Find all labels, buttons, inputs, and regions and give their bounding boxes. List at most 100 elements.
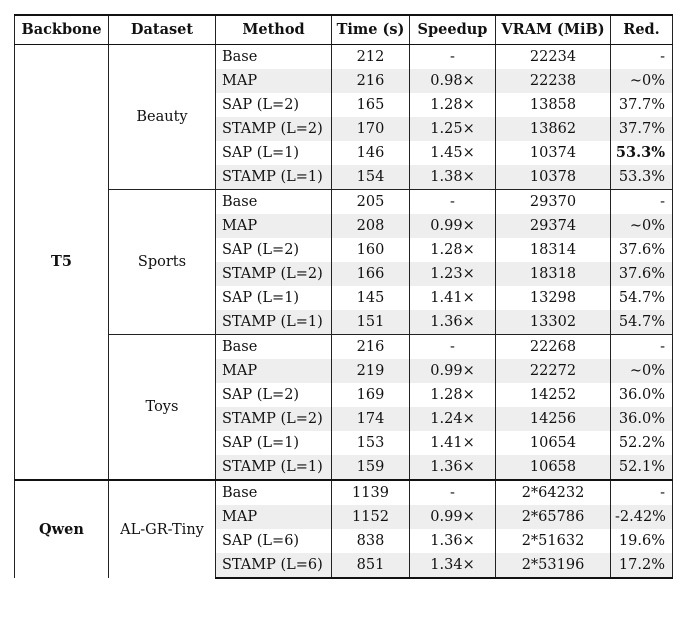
table-row: MAP 216 0.98× 22238 ~0% — [15, 69, 673, 93]
reduction-cell: 53.3% — [610, 165, 673, 190]
table-row: STAMP (L=2) 170 1.25× 13862 37.7% — [15, 117, 673, 141]
method-cell: SAP (L=1) — [215, 286, 332, 310]
reduction-cell: ~0% — [610, 214, 673, 238]
reduction-cell: - — [610, 479, 673, 505]
header-backbone: Backbone — [14, 14, 109, 45]
table-row: STAMP (L=6) 851 1.34× 2*53196 17.2% — [15, 553, 673, 579]
speedup-cell: 0.99× — [409, 359, 496, 383]
method-cell: SAP (L=6) — [215, 529, 332, 553]
speedup-cell: 1.23× — [409, 262, 496, 286]
reduction-cell: 36.0% — [610, 407, 673, 431]
header-speedup: Speedup — [409, 14, 496, 45]
time-cell: 838 — [331, 529, 410, 553]
time-cell: 219 — [331, 359, 410, 383]
vram-cell: 18314 — [495, 238, 611, 262]
reduction-cell: 36.0% — [610, 383, 673, 407]
header-vram: VRAM (MiB) — [495, 14, 611, 45]
speedup-cell: 1.24× — [409, 407, 496, 431]
table-body: T5 Beauty Base 212-22234- MAP 216 0.98× 22238 ~0… — [14, 44, 673, 579]
reduction-cell: 53.3% — [610, 141, 673, 165]
reduction-cell: -2.42% — [610, 505, 673, 529]
table-row: MAP 208 0.99× 29374 ~0% — [15, 214, 673, 238]
table-row: Qwen AL-GR-Tiny Base 1139-2*64232- — [14, 479, 673, 578]
reduction-cell: 37.6% — [610, 262, 673, 286]
backbone-cell: Qwen — [14, 479, 109, 578]
method-cell: STAMP (L=1) — [215, 165, 332, 190]
vram-cell: 13298 — [495, 286, 611, 310]
vram-cell: 10658 — [495, 455, 611, 480]
vram-cell: 13302 — [495, 310, 611, 335]
speedup-cell: 1.41× — [409, 286, 496, 310]
vram-cell: 22272 — [495, 359, 611, 383]
time-cell: 165 — [331, 93, 410, 117]
reduction-cell: ~0% — [610, 69, 673, 93]
method-cell: STAMP (L=2) — [215, 262, 332, 286]
method-cell: Base — [215, 334, 332, 359]
table-row: MAP 1152 0.99× 2*65786 -2.42% — [15, 505, 673, 529]
dataset-cell: Toys — [108, 334, 216, 480]
header-reduction: Red. — [610, 14, 673, 45]
speedup-cell: 1.36× — [409, 310, 496, 335]
time-cell: 216 — [331, 69, 410, 93]
vram-cell: 10378 — [495, 165, 611, 190]
vram-cell: 10374 — [495, 141, 611, 165]
dataset-cell: Beauty — [108, 44, 216, 190]
backbone-cell: T5 — [14, 44, 109, 480]
table-row: SAP (L=2) 160 1.28× 18314 37.6% — [15, 238, 673, 262]
time-cell: 146 — [331, 141, 410, 165]
speedup-cell: 1.36× — [409, 529, 496, 553]
method-cell: STAMP (L=2) — [215, 117, 332, 141]
table-row: Sports Base 205-29370- — [15, 189, 673, 335]
time-cell: 154 — [331, 165, 410, 190]
table-row: SAP (L=2) 165 1.28× 13858 37.7% — [15, 93, 673, 117]
vram-cell: 14252 — [495, 383, 611, 407]
speedup-cell: 1.45× — [409, 141, 496, 165]
reduction-cell: 37.7% — [610, 93, 673, 117]
reduction-cell: 52.1% — [610, 455, 673, 480]
vram-cell: 14256 — [495, 407, 611, 431]
vram-cell: 2*65786 — [495, 505, 611, 529]
speedup-cell: - — [409, 479, 496, 505]
time-cell: 208 — [331, 214, 410, 238]
vram-cell: 22268 — [495, 334, 611, 359]
speedup-cell: 1.34× — [409, 553, 496, 579]
reduction-cell: - — [610, 334, 673, 359]
time-cell: 160 — [331, 238, 410, 262]
time-cell: 216 — [331, 334, 410, 359]
time-cell: 153 — [331, 431, 410, 455]
reduction-cell: 17.2% — [610, 553, 673, 579]
time-cell: 212 — [331, 44, 410, 69]
speedup-cell: 1.38× — [409, 165, 496, 190]
reduction-cell: 52.2% — [610, 431, 673, 455]
table-row: STAMP (L=1) 159 1.36× 10658 52.1% — [15, 455, 673, 480]
method-cell: SAP (L=1) — [215, 431, 332, 455]
speedup-cell: 0.99× — [409, 214, 496, 238]
vram-cell: 22234 — [495, 44, 611, 69]
method-cell: STAMP (L=2) — [215, 407, 332, 431]
time-cell: 1139 — [331, 479, 410, 505]
dataset-cell: AL-GR-Tiny — [108, 479, 216, 578]
method-cell: SAP (L=2) — [215, 238, 332, 262]
reduction-cell: 37.6% — [610, 238, 673, 262]
vram-cell: 29374 — [495, 214, 611, 238]
table-row: STAMP (L=1) 151 1.36× 13302 54.7% — [15, 310, 673, 335]
vram-cell: 10654 — [495, 431, 611, 455]
table-row: T5 Beauty Base 212-22234- — [14, 44, 673, 480]
speedup-cell: - — [409, 189, 496, 214]
time-cell: 145 — [331, 286, 410, 310]
speedup-cell: - — [409, 334, 496, 359]
vram-cell: 13858 — [495, 93, 611, 117]
method-cell: MAP — [215, 359, 332, 383]
reduction-cell: - — [610, 44, 673, 69]
vram-cell: 18318 — [495, 262, 611, 286]
reduction-cell: 54.7% — [610, 286, 673, 310]
dataset-cell: Sports — [108, 189, 216, 335]
time-cell: 851 — [331, 553, 410, 579]
method-cell: STAMP (L=6) — [215, 553, 332, 579]
speedup-cell: 1.25× — [409, 117, 496, 141]
time-cell: 169 — [331, 383, 410, 407]
time-cell: 159 — [331, 455, 410, 480]
header-method: Method — [215, 14, 332, 45]
time-cell: 151 — [331, 310, 410, 335]
time-cell: 174 — [331, 407, 410, 431]
